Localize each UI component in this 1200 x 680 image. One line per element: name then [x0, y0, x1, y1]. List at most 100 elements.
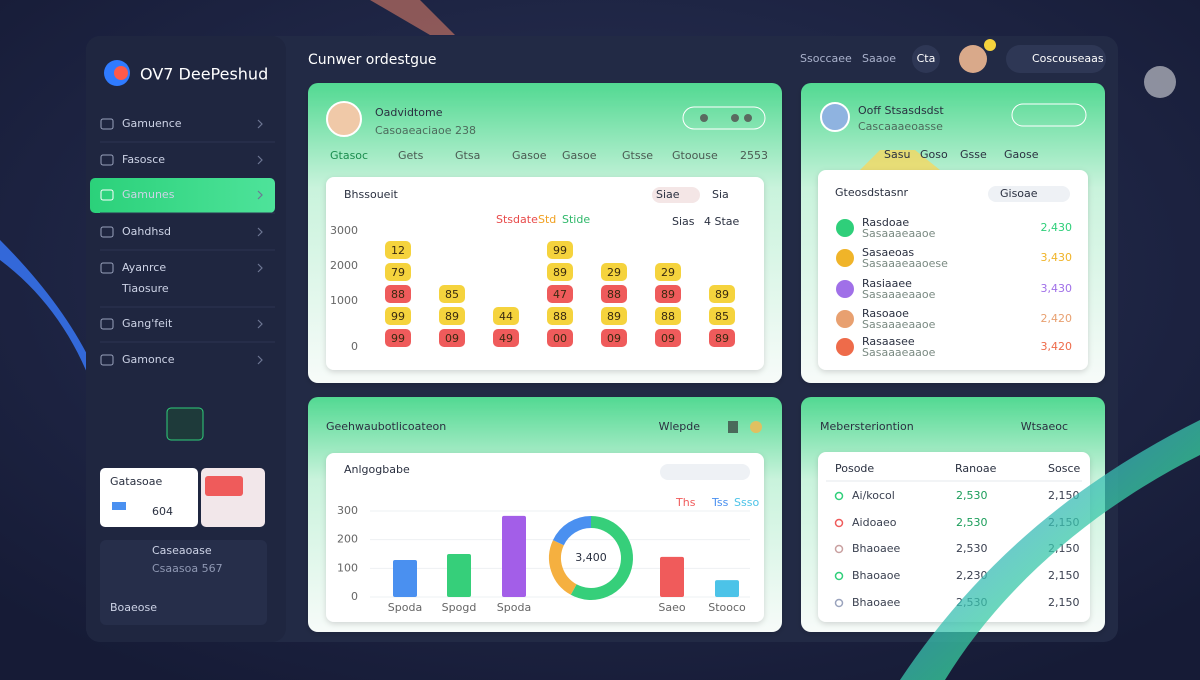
- tab[interactable]: Gaose: [1004, 148, 1039, 161]
- decor-glow: [1144, 66, 1176, 98]
- tab[interactable]: Gtsa: [455, 149, 480, 162]
- card-title: Mebersteriontion: [820, 420, 914, 433]
- chart-filter[interactable]: 4 Stae: [704, 215, 740, 228]
- promo-chip: [112, 502, 126, 510]
- logo-text: OV7 DeePeshud: [140, 65, 268, 84]
- list-filter: Gisoae: [1000, 187, 1038, 200]
- nav-chevron: [257, 155, 263, 165]
- stack-pill-label: 88: [661, 310, 675, 323]
- item-value: 3,430: [1041, 251, 1073, 264]
- promo-box-sub: Csaasoa 567: [152, 562, 223, 575]
- badge-button[interactable]: [912, 45, 940, 73]
- stack-pill: [385, 285, 411, 303]
- item-name: Rasiaaee: [862, 277, 912, 290]
- user-avatar[interactable]: [959, 45, 987, 73]
- stack-pill: [439, 307, 465, 325]
- stack-pill: [385, 307, 411, 325]
- tab[interactable]: Gets: [398, 149, 424, 162]
- stack-pill-label: 85: [715, 310, 729, 323]
- filter-pill[interactable]: [652, 187, 700, 203]
- nav-icon: [100, 189, 114, 201]
- x-tick-label: Spoda: [388, 601, 422, 614]
- table-cell: Bhaoaee: [852, 542, 900, 555]
- stack-pill-label: 29: [661, 266, 675, 279]
- tab[interactable]: Gasoe: [562, 149, 597, 162]
- nav-item[interactable]: Oahdhsd: [122, 225, 171, 238]
- donut-segment: [552, 516, 592, 546]
- legend-item: Tss: [711, 496, 729, 509]
- stack-pill: [439, 285, 465, 303]
- stack-pill-label: 99: [553, 244, 567, 257]
- chart-title: Bhssoueit: [344, 188, 399, 201]
- nav-item[interactable]: Fasosce: [122, 153, 165, 166]
- stack-pill-label: 89: [445, 310, 459, 323]
- stack-pill: [547, 307, 573, 325]
- table-cell: 2,530: [956, 542, 988, 555]
- filter-pill[interactable]: [660, 464, 750, 480]
- tab[interactable]: Goso: [920, 148, 948, 161]
- profile-name: Oadvidtome: [375, 106, 443, 119]
- promo-box-title: Caseaoase: [152, 544, 212, 557]
- stack-pill-label: 99: [391, 310, 405, 323]
- promo-icon: [166, 407, 204, 441]
- toggle-group[interactable]: [1011, 103, 1087, 127]
- card-action[interactable]: Wlepde: [659, 420, 701, 433]
- stack-pill: [601, 329, 627, 347]
- nav-item[interactable]: Gang'feit: [122, 317, 173, 330]
- list-title: Gteosdstasnr: [835, 186, 909, 199]
- bar: [502, 515, 526, 597]
- axis-label: 3000: [330, 224, 358, 237]
- legend-item: Stsdate: [496, 213, 538, 226]
- account-button[interactable]: [1006, 45, 1106, 73]
- toggle-dot: [744, 114, 752, 122]
- stack-pill: [601, 263, 627, 281]
- item-name: Sasaeoas: [862, 246, 914, 259]
- item-name: Rasoaoe: [862, 307, 909, 320]
- toggle-group[interactable]: [682, 106, 766, 130]
- stack-pill: [709, 307, 735, 325]
- nav-chevron: [257, 227, 263, 237]
- stack-pill-label: 00: [553, 332, 567, 345]
- nav-item[interactable]: Tiaosure: [121, 282, 169, 295]
- filter-pill[interactable]: [988, 186, 1070, 202]
- nav-item[interactable]: Gamuence: [122, 117, 182, 130]
- nav-item[interactable]: Gamunes: [122, 188, 175, 201]
- promo-box-foot: Boaeose: [110, 601, 157, 614]
- chart-filter[interactable]: Siae: [656, 188, 680, 201]
- stack-pill: [547, 329, 573, 347]
- panel: [818, 170, 1088, 370]
- tab[interactable]: Gtasoc: [330, 149, 368, 162]
- nav-item[interactable]: Ayanrce: [122, 261, 166, 274]
- tab-highlight: [860, 150, 940, 170]
- bar: [393, 560, 417, 597]
- table-cell: 2,530: [956, 516, 988, 529]
- chart-filter[interactable]: Sia: [712, 188, 729, 201]
- stack-pill: [385, 263, 411, 281]
- promo-title: Gatasoae: [110, 475, 163, 488]
- stack-pill: [655, 263, 681, 281]
- card-action[interactable]: Wtsaeoc: [1021, 420, 1068, 433]
- promo-chip-alt: [205, 476, 243, 496]
- chart-title: Anlgogbabe: [344, 463, 410, 476]
- stack-pill-label: 88: [607, 288, 621, 301]
- header-link[interactable]: Ssoccaee: [800, 52, 852, 65]
- header-link[interactable]: Saaoe: [862, 52, 896, 65]
- x-tick-label: Spogd: [442, 601, 477, 614]
- stack-pill: [655, 307, 681, 325]
- item-sub: Sasaaaeaaoe: [862, 288, 936, 301]
- stack-pill-label: 09: [445, 332, 459, 345]
- tab[interactable]: 2553: [740, 149, 768, 162]
- table-cell: Ai/kocol: [852, 489, 895, 502]
- tab[interactable]: Sasu: [884, 148, 910, 161]
- tab[interactable]: Gtsse: [622, 149, 653, 162]
- legend-item: Stide: [562, 213, 590, 226]
- donut-segment: [549, 540, 577, 595]
- nav-item[interactable]: Gamonce: [122, 353, 175, 366]
- stack-pill-label: 09: [661, 332, 675, 345]
- nav-icon: [100, 318, 114, 330]
- chart-filter[interactable]: Sias: [672, 215, 695, 228]
- tab[interactable]: Gasoe: [512, 149, 547, 162]
- tab[interactable]: Gsse: [960, 148, 987, 161]
- tab[interactable]: Gtoouse: [672, 149, 718, 162]
